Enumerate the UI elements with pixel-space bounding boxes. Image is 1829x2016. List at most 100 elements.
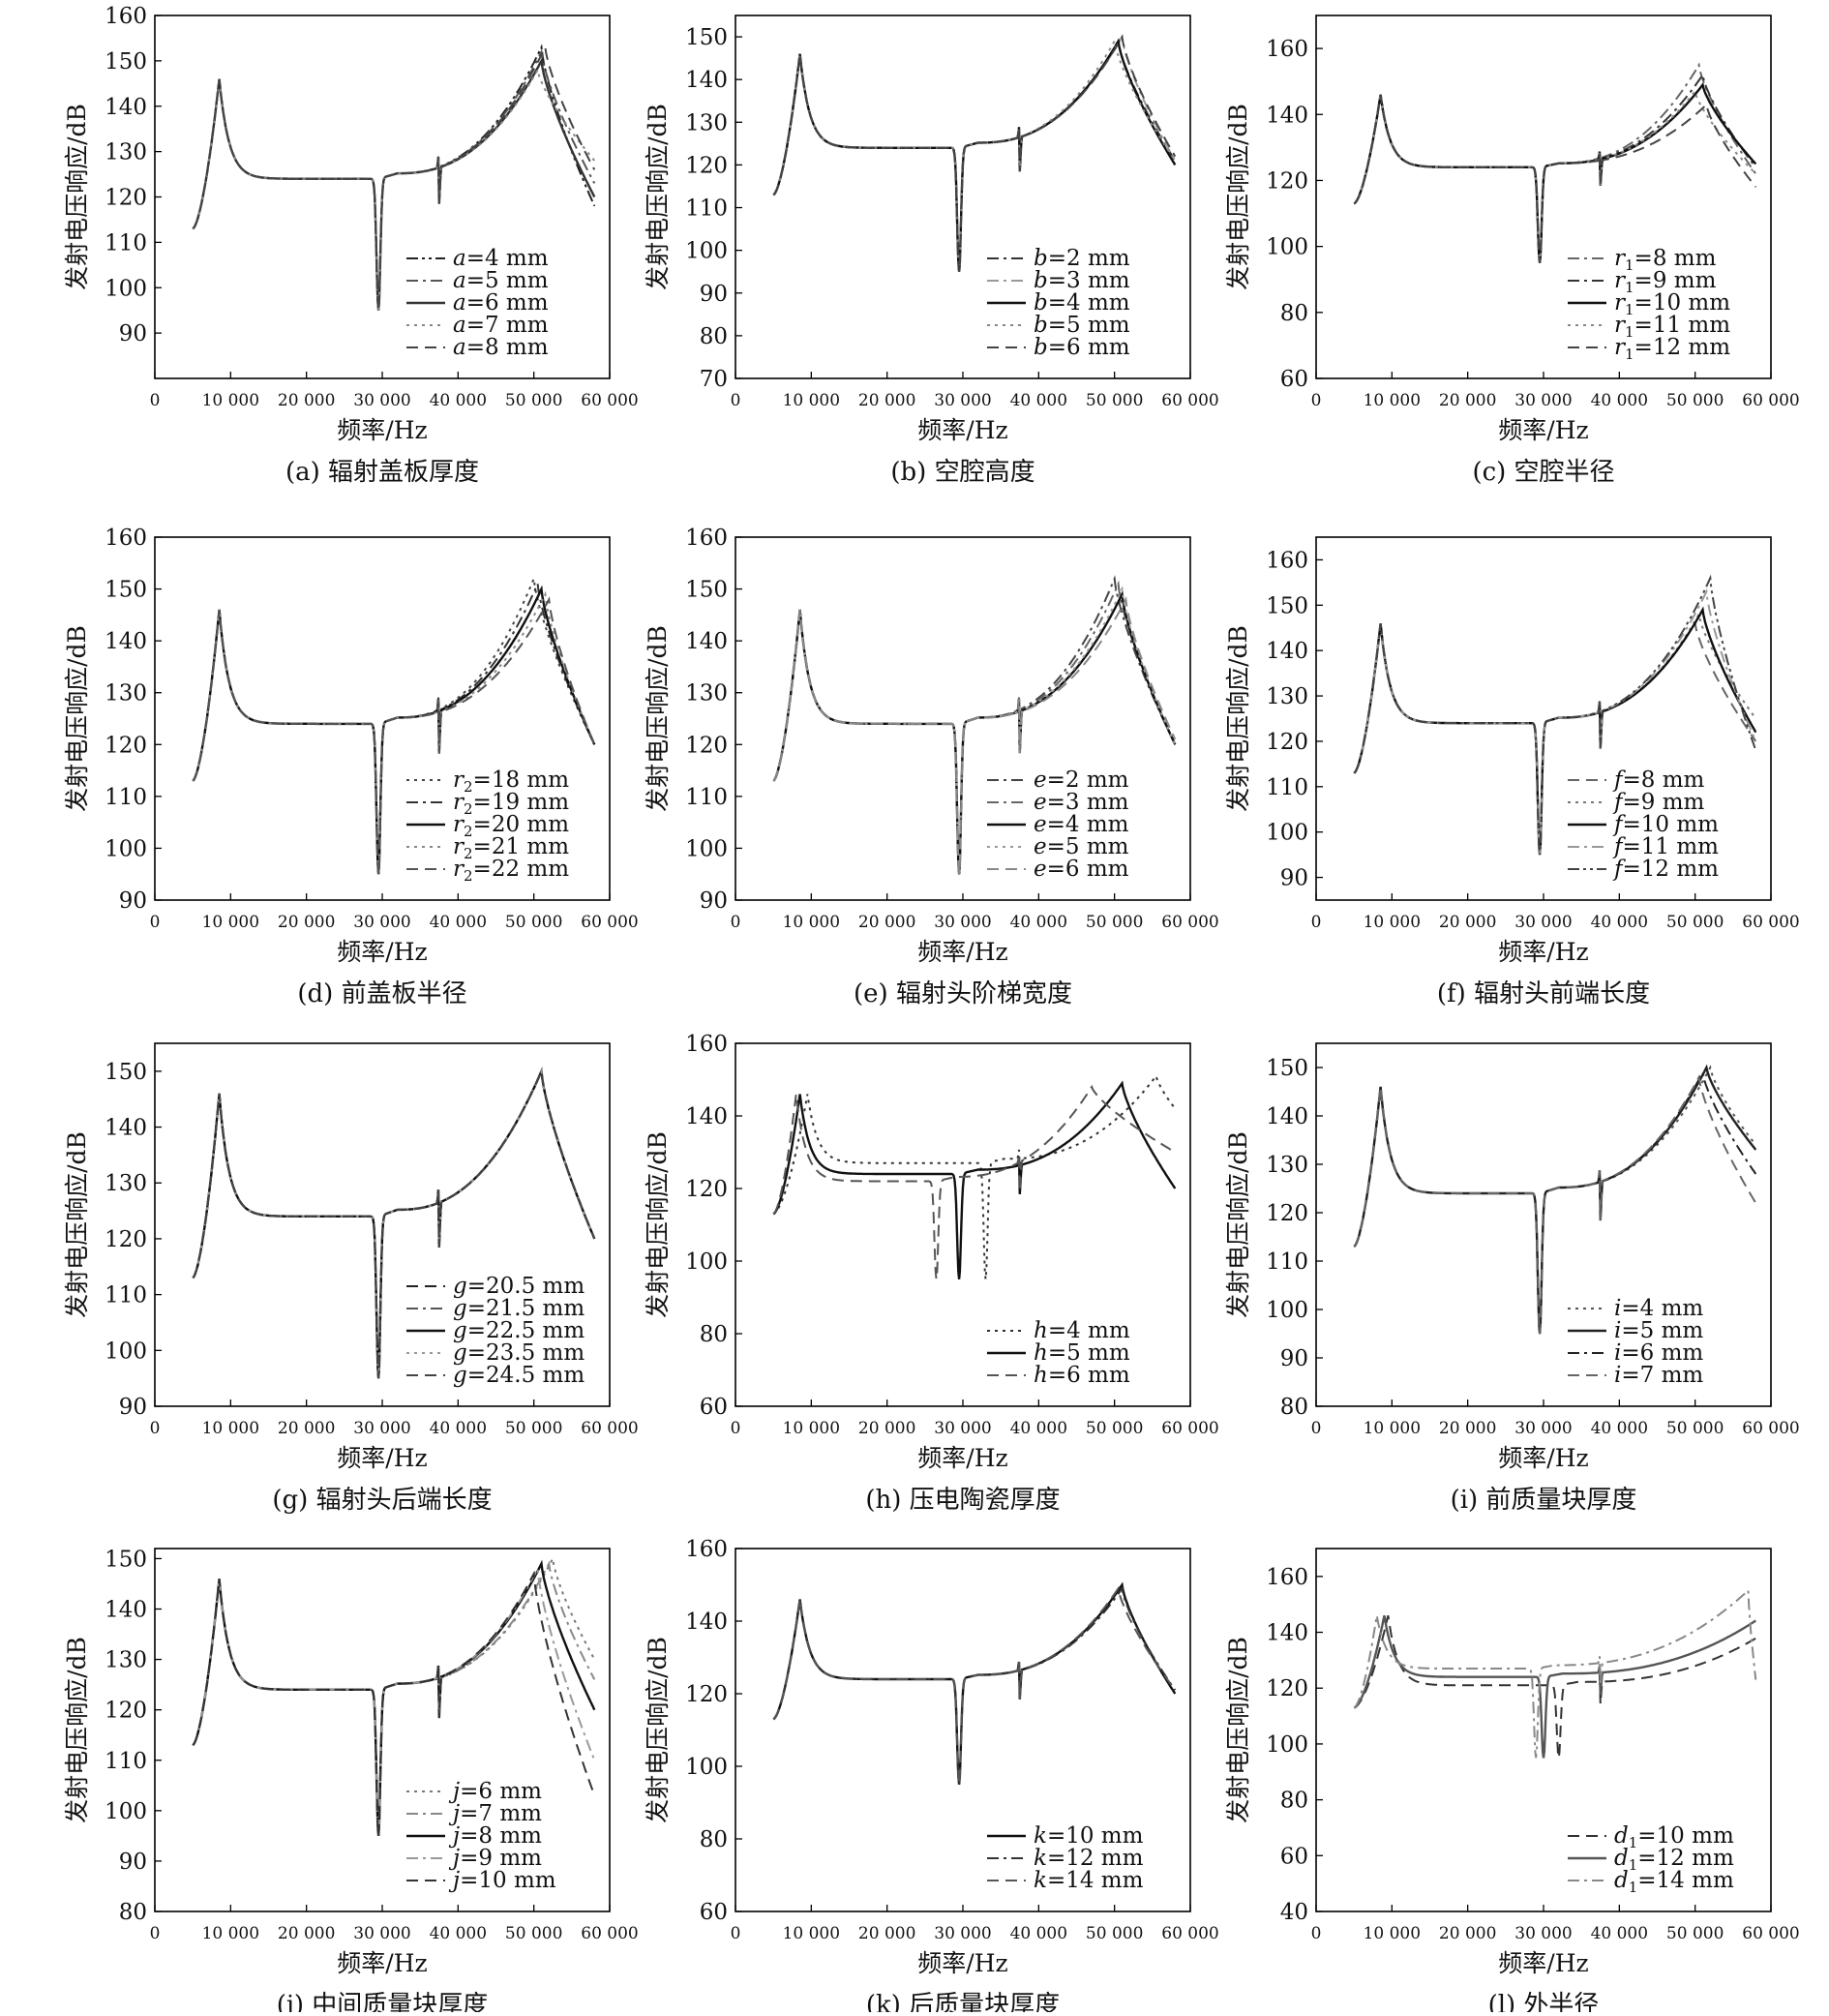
legend-label: d1=10 mm	[1614, 1823, 1734, 1851]
x-tick-label: 0	[150, 391, 161, 410]
y-tick-label: 80	[1280, 301, 1308, 326]
y-tick-label: 120	[1266, 168, 1308, 194]
x-axis-label: 频率/Hz	[917, 1444, 1007, 1472]
x-tick-label: 10 000	[783, 391, 840, 410]
chart-panel: 70 80 90 100 110 120 130 140 150 0 10 000 20 000 30 …	[644, 15, 1219, 487]
x-tick-label: 40 000	[430, 913, 487, 932]
x-tick-label: 30 000	[353, 1419, 410, 1438]
legend-label: b=4 mm	[1034, 290, 1130, 316]
y-tick-label: 120	[685, 1682, 728, 1707]
y-tick-label: 120	[685, 1177, 728, 1202]
series-line	[772, 34, 1177, 272]
x-tick-label: 40 000	[430, 391, 487, 410]
x-tick-label: 40 000	[1591, 913, 1648, 932]
chart-panel: 90 100 110 120 130 140 150 160 0 10 000 20 000 30 0…	[644, 526, 1219, 1008]
legend-label: e=4 mm	[1034, 812, 1129, 837]
x-tick-label: 40 000	[1010, 391, 1067, 410]
y-tick-label: 80	[700, 1827, 728, 1852]
x-tick-label: 10 000	[1364, 1419, 1421, 1438]
x-tick-label: 60 000	[1161, 1924, 1218, 1943]
x-tick-label: 50 000	[1666, 391, 1724, 410]
x-tick-label: 0	[1311, 1924, 1322, 1943]
x-tick-label: 0	[1311, 1419, 1322, 1438]
y-tick-label: 120	[685, 153, 728, 178]
series-line	[772, 1585, 1177, 1785]
chart-panel: 40 60 80 100 120 140 160 0 10 000 20 000 30 000 40 …	[1224, 1548, 1800, 2016]
x-axis-label: 频率/Hz	[337, 1949, 427, 1977]
x-tick-label: 20 000	[858, 391, 915, 410]
y-tick-label: 120	[685, 733, 728, 758]
y-tick-label: 130	[1266, 1153, 1308, 1178]
y-tick-label: 100	[1266, 1298, 1308, 1323]
x-tick-label: 0	[731, 913, 741, 932]
x-tick-label: 10 000	[202, 391, 259, 410]
x-tick-label: 50 000	[505, 913, 562, 932]
x-axis-label: 频率/Hz	[1498, 938, 1588, 966]
x-tick-label: 60 000	[581, 913, 638, 932]
series-line	[772, 38, 1177, 272]
x-tick-label: 50 000	[1086, 1419, 1143, 1438]
x-axis-label: 频率/Hz	[1498, 416, 1588, 444]
legend-label: a=5 mm	[453, 268, 549, 293]
chart-panel: 90 100 110 120 130 140 150 160 0 10 000 20 000 30 0…	[63, 4, 639, 487]
x-tick-label: 10 000	[1364, 1924, 1421, 1943]
y-tick-label: 100	[685, 1755, 728, 1780]
x-tick-label: 40 000	[1591, 391, 1648, 410]
series-line	[772, 596, 1177, 875]
y-tick-label: 100	[685, 836, 728, 861]
y-tick-label: 160	[685, 1032, 728, 1057]
x-tick-label: 20 000	[278, 391, 335, 410]
x-tick-label: 10 000	[783, 913, 840, 932]
x-tick-label: 60 000	[1742, 391, 1799, 410]
x-tick-label: 20 000	[858, 1419, 915, 1438]
chart-caption: (e) 辐射头阶梯宽度	[854, 979, 1072, 1008]
legend-label: a=8 mm	[453, 335, 549, 360]
y-tick-label: 70	[700, 367, 728, 392]
x-tick-label: 50 000	[1086, 391, 1143, 410]
y-tick-label: 110	[105, 230, 147, 256]
y-tick-label: 100	[105, 276, 147, 301]
x-tick-label: 20 000	[278, 1924, 335, 1943]
legend-label: i=5 mm	[1614, 1318, 1703, 1343]
legend-label: f=12 mm	[1612, 857, 1719, 882]
series-line	[1353, 81, 1757, 263]
x-tick-label: 30 000	[1514, 391, 1572, 410]
y-tick-label: 140	[685, 1610, 728, 1635]
y-tick-label: 110	[685, 785, 728, 810]
x-tick-label: 60 000	[1161, 391, 1218, 410]
series-line	[1353, 1064, 1757, 1335]
y-axis-label: 发射电压响应/dB	[63, 1131, 91, 1318]
x-tick-label: 60 000	[581, 1924, 638, 1943]
legend-label: j=6 mm	[448, 1779, 542, 1804]
legend-label: a=6 mm	[453, 290, 549, 316]
chart-caption: (b) 空腔高度	[890, 458, 1034, 487]
y-tick-label: 140	[105, 629, 147, 654]
chart-caption: (h) 压电陶瓷厚度	[865, 1486, 1060, 1515]
legend-label: r1=9 mm	[1614, 268, 1717, 296]
x-tick-label: 20 000	[858, 1924, 915, 1943]
x-tick-label: 10 000	[202, 1924, 259, 1943]
x-tick-label: 60 000	[1161, 913, 1218, 932]
y-tick-label: 100	[1266, 1732, 1308, 1758]
x-tick-label: 30 000	[1514, 913, 1572, 932]
legend-label: a=7 mm	[453, 313, 549, 338]
y-tick-label: 100	[105, 1339, 147, 1364]
legend-label: b=5 mm	[1034, 313, 1130, 338]
y-tick-label: 140	[1266, 1104, 1308, 1129]
x-tick-label: 30 000	[934, 913, 991, 932]
series-line	[772, 1084, 1176, 1279]
y-tick-label: 80	[700, 1322, 728, 1347]
series-line	[192, 1068, 596, 1379]
x-axis-label: 频率/Hz	[917, 1949, 1007, 1977]
x-tick-label: 10 000	[1364, 391, 1421, 410]
y-tick-label: 140	[1266, 1621, 1308, 1646]
legend-label: h=4 mm	[1034, 1318, 1130, 1343]
legend-label: r2=20 mm	[453, 812, 569, 840]
y-tick-label: 110	[105, 1283, 147, 1309]
y-tick-label: 100	[1266, 235, 1308, 260]
x-tick-label: 60 000	[1742, 1419, 1799, 1438]
legend-label: i=6 mm	[1614, 1340, 1703, 1366]
chart-panel: 90 100 110 120 130 140 150 0 10 000 20 000 30 000 4…	[63, 1042, 639, 1515]
legend-label: r2=18 mm	[453, 767, 569, 796]
